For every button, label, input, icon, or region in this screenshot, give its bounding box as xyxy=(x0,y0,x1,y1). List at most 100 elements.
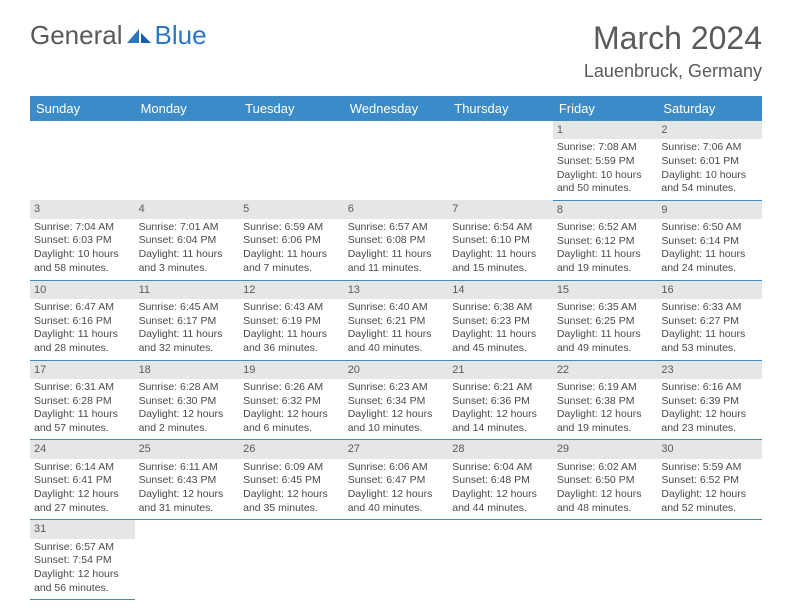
day-number: 13 xyxy=(344,281,449,299)
day-number: 2 xyxy=(657,121,762,139)
day-number: 18 xyxy=(135,361,240,379)
weekday-header: Friday xyxy=(553,96,658,121)
day-number: 3 xyxy=(30,200,135,218)
day-number: 6 xyxy=(344,200,449,218)
calendar-day-cell: 17Sunrise: 6:31 AMSunset: 6:28 PMDayligh… xyxy=(30,360,135,440)
calendar-day-cell: 15Sunrise: 6:35 AMSunset: 6:25 PMDayligh… xyxy=(553,280,658,360)
weekday-header: Monday xyxy=(135,96,240,121)
calendar-day-cell: 27Sunrise: 6:06 AMSunset: 6:47 PMDayligh… xyxy=(344,440,449,520)
day-details: Sunrise: 6:04 AMSunset: 6:48 PMDaylight:… xyxy=(448,459,553,520)
day-details: Sunrise: 6:54 AMSunset: 6:10 PMDaylight:… xyxy=(448,219,553,280)
calendar-day-cell xyxy=(239,520,344,600)
calendar-day-cell: 7Sunrise: 6:54 AMSunset: 6:10 PMDaylight… xyxy=(448,200,553,280)
day-details: Sunrise: 6:23 AMSunset: 6:34 PMDaylight:… xyxy=(344,379,449,440)
day-details: Sunrise: 6:26 AMSunset: 6:32 PMDaylight:… xyxy=(239,379,344,440)
weekday-header: Wednesday xyxy=(344,96,449,121)
day-number: 28 xyxy=(448,440,553,458)
day-details: Sunrise: 6:35 AMSunset: 6:25 PMDaylight:… xyxy=(553,299,658,360)
day-number: 26 xyxy=(239,440,344,458)
calendar-day-cell: 30Sunrise: 5:59 AMSunset: 6:52 PMDayligh… xyxy=(657,440,762,520)
calendar-day-cell xyxy=(657,520,762,600)
day-details: Sunrise: 6:43 AMSunset: 6:19 PMDaylight:… xyxy=(239,299,344,360)
day-number: 19 xyxy=(239,361,344,379)
day-details: Sunrise: 6:33 AMSunset: 6:27 PMDaylight:… xyxy=(657,299,762,360)
day-number: 15 xyxy=(553,281,658,299)
title-block: March 2024 Lauenbruck, Germany xyxy=(584,20,762,82)
day-details: Sunrise: 6:14 AMSunset: 6:41 PMDaylight:… xyxy=(30,459,135,520)
calendar-week-row: 1Sunrise: 7:08 AMSunset: 5:59 PMDaylight… xyxy=(30,121,762,200)
day-details: Sunrise: 6:11 AMSunset: 6:43 PMDaylight:… xyxy=(135,459,240,520)
month-year-title: March 2024 xyxy=(584,20,762,57)
calendar-week-row: 10Sunrise: 6:47 AMSunset: 6:16 PMDayligh… xyxy=(30,280,762,360)
day-number: 5 xyxy=(239,200,344,218)
logo-text-blue: Blue xyxy=(155,20,207,51)
calendar-day-cell xyxy=(30,121,135,200)
calendar-day-cell: 25Sunrise: 6:11 AMSunset: 6:43 PMDayligh… xyxy=(135,440,240,520)
day-number: 24 xyxy=(30,440,135,458)
day-details: Sunrise: 5:59 AMSunset: 6:52 PMDaylight:… xyxy=(657,459,762,520)
day-details: Sunrise: 6:59 AMSunset: 6:06 PMDaylight:… xyxy=(239,219,344,280)
logo: General Blue xyxy=(30,20,207,51)
day-number: 17 xyxy=(30,361,135,379)
calendar-table: SundayMondayTuesdayWednesdayThursdayFrid… xyxy=(30,96,762,600)
day-number: 27 xyxy=(344,440,449,458)
calendar-day-cell: 8Sunrise: 6:52 AMSunset: 6:12 PMDaylight… xyxy=(553,200,658,280)
day-number: 14 xyxy=(448,281,553,299)
calendar-day-cell: 11Sunrise: 6:45 AMSunset: 6:17 PMDayligh… xyxy=(135,280,240,360)
calendar-week-row: 24Sunrise: 6:14 AMSunset: 6:41 PMDayligh… xyxy=(30,440,762,520)
weekday-header: Thursday xyxy=(448,96,553,121)
calendar-day-cell: 4Sunrise: 7:01 AMSunset: 6:04 PMDaylight… xyxy=(135,200,240,280)
calendar-day-cell xyxy=(344,520,449,600)
day-details: Sunrise: 6:52 AMSunset: 6:12 PMDaylight:… xyxy=(553,219,658,280)
day-details: Sunrise: 6:57 AMSunset: 6:08 PMDaylight:… xyxy=(344,219,449,280)
calendar-day-cell xyxy=(553,520,658,600)
day-details: Sunrise: 6:50 AMSunset: 6:14 PMDaylight:… xyxy=(657,219,762,280)
day-details: Sunrise: 6:38 AMSunset: 6:23 PMDaylight:… xyxy=(448,299,553,360)
calendar-day-cell: 18Sunrise: 6:28 AMSunset: 6:30 PMDayligh… xyxy=(135,360,240,440)
calendar-day-cell: 14Sunrise: 6:38 AMSunset: 6:23 PMDayligh… xyxy=(448,280,553,360)
day-number: 4 xyxy=(135,200,240,218)
calendar-day-cell: 13Sunrise: 6:40 AMSunset: 6:21 PMDayligh… xyxy=(344,280,449,360)
calendar-day-cell: 21Sunrise: 6:21 AMSunset: 6:36 PMDayligh… xyxy=(448,360,553,440)
day-number: 20 xyxy=(344,361,449,379)
day-details: Sunrise: 6:16 AMSunset: 6:39 PMDaylight:… xyxy=(657,379,762,440)
weekday-header: Tuesday xyxy=(239,96,344,121)
calendar-day-cell: 1Sunrise: 7:08 AMSunset: 5:59 PMDaylight… xyxy=(553,121,658,200)
location-subtitle: Lauenbruck, Germany xyxy=(584,61,762,82)
calendar-week-row: 31Sunrise: 6:57 AMSunset: 7:54 PMDayligh… xyxy=(30,520,762,600)
calendar-day-cell: 28Sunrise: 6:04 AMSunset: 6:48 PMDayligh… xyxy=(448,440,553,520)
calendar-day-cell xyxy=(344,121,449,200)
calendar-day-cell: 20Sunrise: 6:23 AMSunset: 6:34 PMDayligh… xyxy=(344,360,449,440)
day-details: Sunrise: 7:06 AMSunset: 6:01 PMDaylight:… xyxy=(657,139,762,200)
day-number: 30 xyxy=(657,440,762,458)
calendar-day-cell xyxy=(135,121,240,200)
weekday-header: Sunday xyxy=(30,96,135,121)
day-number: 8 xyxy=(553,201,658,219)
day-number: 21 xyxy=(448,361,553,379)
day-details: Sunrise: 6:21 AMSunset: 6:36 PMDaylight:… xyxy=(448,379,553,440)
day-number: 29 xyxy=(553,440,658,458)
day-details: Sunrise: 7:04 AMSunset: 6:03 PMDaylight:… xyxy=(30,219,135,280)
day-number: 1 xyxy=(553,121,658,139)
day-number: 10 xyxy=(30,281,135,299)
day-number: 16 xyxy=(657,281,762,299)
calendar-day-cell: 10Sunrise: 6:47 AMSunset: 6:16 PMDayligh… xyxy=(30,280,135,360)
day-number: 31 xyxy=(30,520,135,538)
calendar-day-cell: 29Sunrise: 6:02 AMSunset: 6:50 PMDayligh… xyxy=(553,440,658,520)
day-details: Sunrise: 6:02 AMSunset: 6:50 PMDaylight:… xyxy=(553,459,658,520)
day-details: Sunrise: 6:57 AMSunset: 7:54 PMDaylight:… xyxy=(30,539,135,600)
day-number: 11 xyxy=(135,281,240,299)
calendar-day-cell xyxy=(135,520,240,600)
day-details: Sunrise: 7:08 AMSunset: 5:59 PMDaylight:… xyxy=(553,139,658,200)
calendar-day-cell: 24Sunrise: 6:14 AMSunset: 6:41 PMDayligh… xyxy=(30,440,135,520)
calendar-day-cell: 19Sunrise: 6:26 AMSunset: 6:32 PMDayligh… xyxy=(239,360,344,440)
calendar-day-cell: 22Sunrise: 6:19 AMSunset: 6:38 PMDayligh… xyxy=(553,360,658,440)
calendar-day-cell xyxy=(448,121,553,200)
header: General Blue March 2024 Lauenbruck, Germ… xyxy=(30,20,762,82)
day-details: Sunrise: 6:28 AMSunset: 6:30 PMDaylight:… xyxy=(135,379,240,440)
day-details: Sunrise: 6:19 AMSunset: 6:38 PMDaylight:… xyxy=(553,379,658,440)
calendar-day-cell: 26Sunrise: 6:09 AMSunset: 6:45 PMDayligh… xyxy=(239,440,344,520)
weekday-header: Saturday xyxy=(657,96,762,121)
calendar-day-cell: 23Sunrise: 6:16 AMSunset: 6:39 PMDayligh… xyxy=(657,360,762,440)
calendar-week-row: 17Sunrise: 6:31 AMSunset: 6:28 PMDayligh… xyxy=(30,360,762,440)
